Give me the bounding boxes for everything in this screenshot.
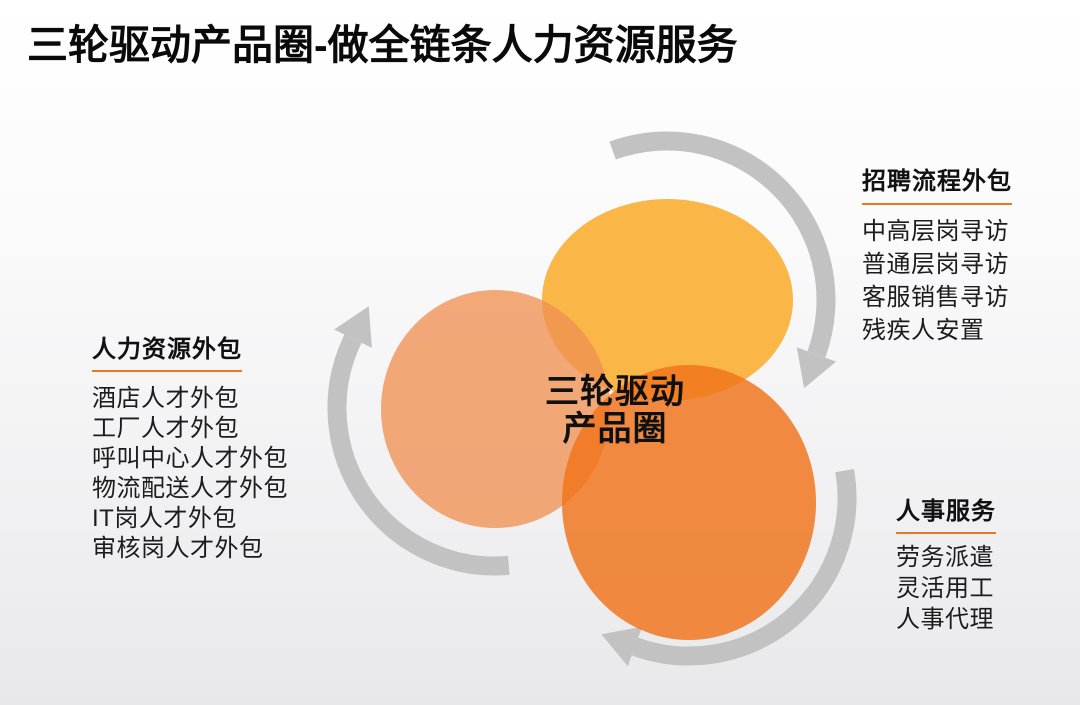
page-title: 三轮驱动产品圈-做全链条人力资源服务 xyxy=(27,22,738,68)
group-heading: 招聘流程外包 xyxy=(862,168,1012,205)
service-list: 劳务派遣 灵活用工 人事代理 xyxy=(896,542,996,635)
list-item: 普通层岗寻访 xyxy=(862,251,1009,278)
rotation-arrow-left xyxy=(327,306,510,576)
list-item: 中高层岗寻访 xyxy=(862,218,1009,245)
rotation-arrow-bottom xyxy=(601,468,857,667)
list-item: 呼叫中心人才外包 xyxy=(92,445,288,472)
service-list: 中高层岗寻访 普通层岗寻访 客服销售寻访 残疾人安置 xyxy=(862,215,1012,347)
list-item: IT岗人才外包 xyxy=(92,505,237,532)
service-group-hr-outsourcing: 人力资源外包 酒店人才外包 工厂人才外包 呼叫中心人才外包 物流配送人才外包 I… xyxy=(92,336,288,564)
service-group-personnel: 人事服务 劳务派遣 灵活用工 人事代理 xyxy=(896,498,996,635)
list-item: 工厂人才外包 xyxy=(92,415,239,442)
list-item: 劳务派遣 xyxy=(896,544,994,571)
group-heading: 人事服务 xyxy=(896,498,996,534)
service-list: 酒店人才外包 工厂人才外包 呼叫中心人才外包 物流配送人才外包 IT岗人才外包 … xyxy=(92,384,288,564)
venn-center-label: 三轮驱动 产品圈 xyxy=(505,374,725,448)
list-item: 审核岗人才外包 xyxy=(92,535,264,562)
list-item: 酒店人才外包 xyxy=(92,385,239,412)
service-group-recruitment: 招聘流程外包 中高层岗寻访 普通层岗寻访 客服销售寻访 残疾人安置 xyxy=(862,168,1012,347)
circle-personnel-services xyxy=(562,365,816,640)
list-item: 人事代理 xyxy=(896,606,994,633)
list-item: 客服销售寻访 xyxy=(862,284,1009,311)
rotation-arrow-top xyxy=(609,131,837,389)
list-item: 物流配送人才外包 xyxy=(92,475,288,502)
list-item: 残疾人安置 xyxy=(862,317,985,344)
center-label-line2: 产品圈 xyxy=(562,410,668,448)
list-item: 灵活用工 xyxy=(896,575,994,602)
center-label-line1: 三轮驱动 xyxy=(545,373,685,411)
group-heading: 人力资源外包 xyxy=(92,336,242,372)
